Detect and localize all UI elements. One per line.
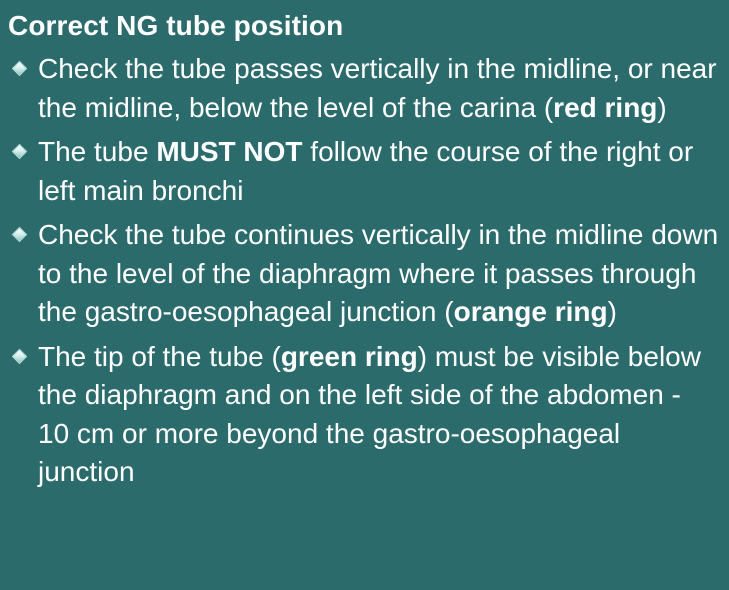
bullet-text: The tube MUST NOT follow the course of t…	[38, 136, 694, 206]
diamond-bullet-icon	[11, 348, 28, 364]
must-not-emphasis: MUST NOT	[156, 136, 303, 167]
slide-title: Correct NG tube position	[8, 10, 344, 41]
bullet-list: Check the tube passes vertically in the …	[8, 50, 719, 492]
bullet-item: The tube MUST NOT follow the course of t…	[8, 133, 719, 210]
bullet-item: The tip of the tube (green ring) must be…	[8, 338, 719, 492]
bullet-text: Check the tube continues vertically in t…	[38, 219, 719, 327]
green-ring-label: green ring	[280, 340, 418, 372]
bullet-text: Check the tube passes vertically in the …	[38, 53, 717, 123]
diamond-bullet-icon	[11, 143, 28, 160]
bullet-item: Check the tube passes vertically in the …	[8, 50, 719, 127]
red-ring-label: red ring	[553, 91, 658, 123]
diamond-bullet-icon	[11, 226, 28, 243]
bullet-text: The tip of the tube (green ring) must be…	[38, 340, 701, 488]
diamond-bullet-icon	[11, 60, 28, 77]
orange-ring-label: orange ring	[453, 296, 608, 327]
bullet-item: Check the tube continues vertically in t…	[8, 216, 719, 332]
